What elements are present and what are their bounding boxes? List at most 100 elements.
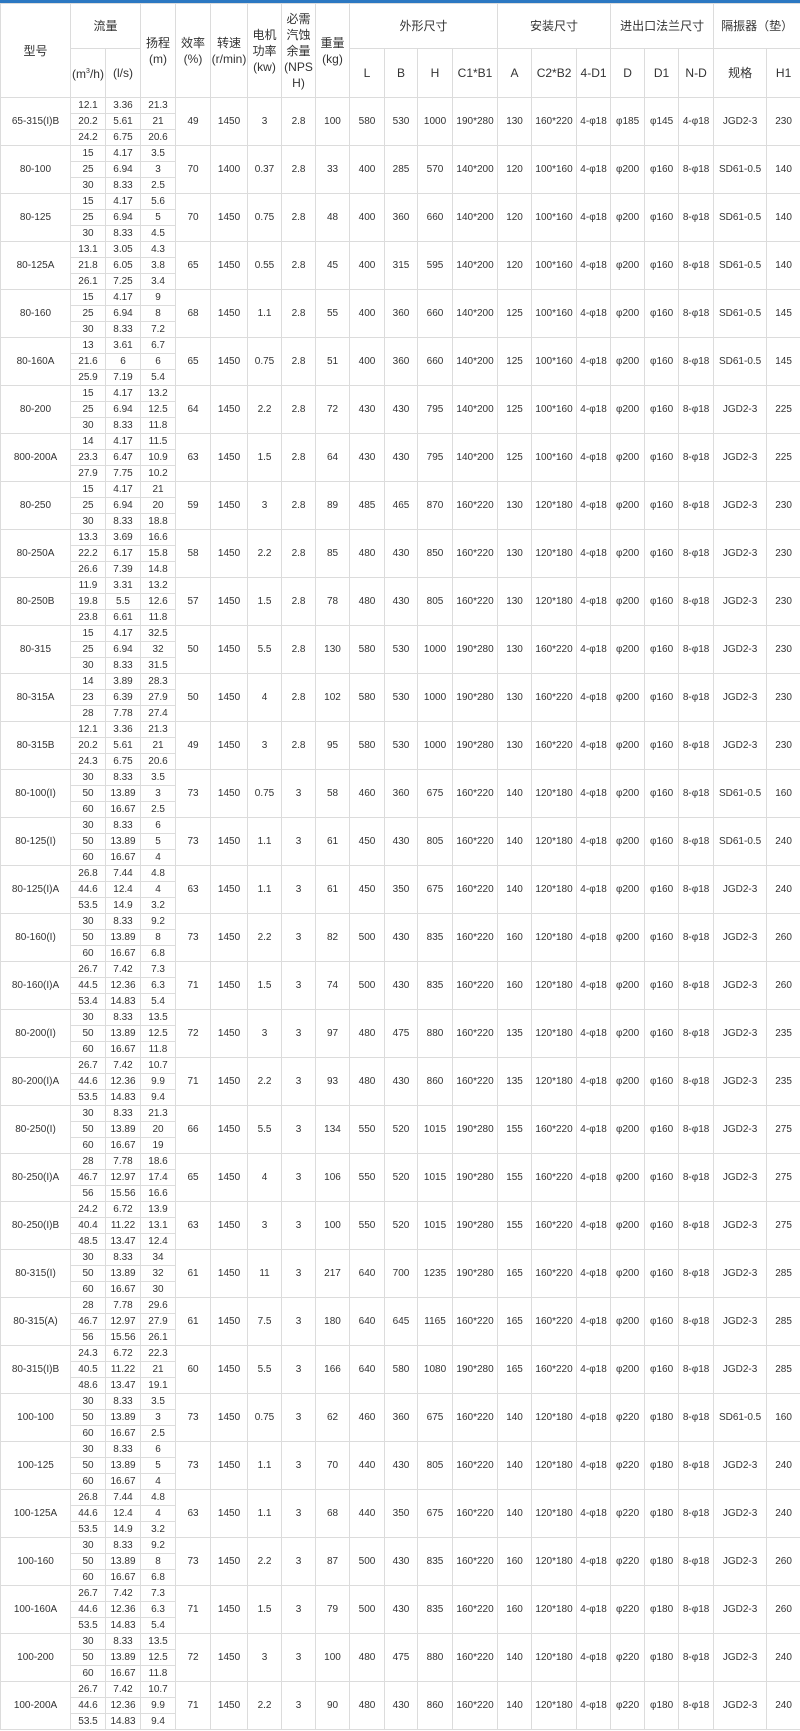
flow-ls-cell: 16.67 <box>104 801 142 818</box>
head-cell: 12.4 <box>140 1233 177 1250</box>
spec-cell: 120*180 <box>531 865 578 914</box>
spec-cell: 70 <box>175 145 212 194</box>
flow-ls-cell: 13.89 <box>104 1457 142 1474</box>
col-install: 安装尺寸 <box>497 3 612 49</box>
model-cell: 80-250(I)B <box>0 1201 71 1250</box>
spec-cell: 260 <box>766 1537 800 1586</box>
flow-ls-cell: 3.05 <box>104 241 142 258</box>
col-sub-header: D1 <box>644 48 680 98</box>
spec-cell: 3 <box>281 1537 317 1586</box>
flow-ls-cell: 14.83 <box>104 993 142 1010</box>
flow-ls-cell: 3.36 <box>104 721 142 738</box>
flow-ls-cell: 7.19 <box>104 369 142 386</box>
flow-ls-cell: 13.89 <box>104 785 142 802</box>
spec-cell: 3 <box>247 1201 283 1250</box>
flow-m3h-cell: 15 <box>70 625 106 642</box>
spec-cell: 235 <box>766 1057 800 1106</box>
flow-m3h-cell: 44.6 <box>70 1697 106 1714</box>
spec-cell: 1015 <box>417 1201 454 1250</box>
spec-cell: 87 <box>315 1537 351 1586</box>
spec-cell: 3 <box>281 1681 317 1730</box>
spec-cell: 145 <box>766 337 800 386</box>
spec-cell: 140*200 <box>452 193 499 242</box>
spec-cell: 125 <box>497 289 533 338</box>
spec-cell: 5.5 <box>247 1345 283 1394</box>
spec-cell: 530 <box>384 673 419 722</box>
spec-cell: 235 <box>766 1009 800 1058</box>
spec-cell: 140*200 <box>452 145 499 194</box>
flow-ls-cell: 13.89 <box>104 929 142 946</box>
model-cell: 80-160(I) <box>0 913 71 962</box>
spec-cell: φ200 <box>610 865 646 914</box>
table-row: 25 6.94 5 <box>1 209 800 226</box>
spec-cell: 140*200 <box>452 289 499 338</box>
col-outline: 外形尺寸 <box>349 3 499 49</box>
spec-cell: 1450 <box>210 385 249 434</box>
spec-cell: 4-φ18 <box>678 97 715 146</box>
spec-cell: 160*220 <box>452 577 499 626</box>
flow-m3h-cell: 60 <box>70 1425 106 1442</box>
flow-m3h-cell: 26.7 <box>70 1585 106 1602</box>
spec-cell: 120*180 <box>531 1537 578 1586</box>
table-row: 100-160A 26.7 7.42 7.3 71 1450 1.5 3 79 500 430 835… <box>0 1585 800 1634</box>
head-cell: 5.4 <box>140 1617 177 1634</box>
spec-cell: 8-φ18 <box>678 721 715 770</box>
spec-cell: 8-φ18 <box>678 913 715 962</box>
flow-m3h-cell: 26.8 <box>70 1489 106 1506</box>
flow-m3h-cell: 15 <box>70 385 106 402</box>
spec-cell: 285 <box>766 1249 800 1298</box>
spec-cell: φ160 <box>644 625 680 674</box>
flow-m3h-cell: 53.5 <box>70 1713 106 1730</box>
head-cell: 21.3 <box>140 721 177 738</box>
spec-cell: 1450 <box>210 1057 249 1106</box>
model-cell: 80-160(I)A <box>0 961 71 1010</box>
head-cell: 3.2 <box>140 897 177 914</box>
head-cell: 32 <box>140 1265 177 1282</box>
spec-cell: JGD2-3 <box>713 1105 768 1154</box>
spec-cell: 1450 <box>210 1009 249 1058</box>
spec-cell: 120*180 <box>531 1633 578 1682</box>
spec-cell: 130 <box>497 481 533 530</box>
head-cell: 12.5 <box>140 401 177 418</box>
spec-cell: 160*220 <box>452 1633 499 1682</box>
spec-cell: JGD2-3 <box>713 1345 768 1394</box>
spec-cell: φ160 <box>644 1201 680 1250</box>
table-row: 48.6 13.47 19.1 <box>1 1377 800 1394</box>
spec-cell: 160*220 <box>452 1057 499 1106</box>
spec-cell: 4-φ18 <box>576 1393 612 1442</box>
spec-cell: 4-φ18 <box>576 1201 612 1250</box>
spec-cell: 430 <box>384 961 419 1010</box>
head-cell: 3.8 <box>140 257 177 274</box>
head-cell: 11.8 <box>140 609 177 626</box>
spec-cell: φ200 <box>610 145 646 194</box>
spec-cell: 2.8 <box>281 673 317 722</box>
model-cell: 80-125(I)A <box>0 865 71 914</box>
top-accent-bar <box>0 0 800 3</box>
spec-cell: 165 <box>497 1297 533 1346</box>
spec-cell: 3 <box>281 961 317 1010</box>
spec-cell: 500 <box>349 961 386 1010</box>
spec-cell: 140 <box>497 769 533 818</box>
spec-cell: 2.8 <box>281 385 317 434</box>
spec-cell: φ160 <box>644 1345 680 1394</box>
table-row: 100-160 30 8.33 9.2 73 1450 2.2 3 87 500 430 835 160… <box>0 1537 800 1586</box>
table-row: 80-315(A) 28 7.78 29.6 61 1450 7.5 3 180 640 645 11… <box>0 1297 800 1346</box>
spec-cell: 160*220 <box>531 673 578 722</box>
spec-cell: 0.55 <box>247 241 283 290</box>
spec-cell: 72 <box>175 1009 212 1058</box>
spec-cell: 8-φ18 <box>678 1681 715 1730</box>
spec-cell: 2.8 <box>281 577 317 626</box>
spec-cell: 260 <box>766 961 800 1010</box>
spec-cell: 4-φ18 <box>576 913 612 962</box>
spec-cell: 1450 <box>210 1201 249 1250</box>
head-cell: 7.3 <box>140 1585 177 1602</box>
spec-cell: 8-φ18 <box>678 865 715 914</box>
table-row: 44.6 12.36 9.9 <box>1 1697 800 1714</box>
spec-cell: φ200 <box>610 1249 646 1298</box>
spec-cell: 120 <box>497 193 533 242</box>
spec-cell: 1.1 <box>247 865 283 914</box>
spec-cell: 71 <box>175 1585 212 1634</box>
spec-cell: SD61-0.5 <box>713 1393 768 1442</box>
flow-ls-cell: 5.61 <box>104 737 142 754</box>
flow-ls-cell: 4.17 <box>104 289 142 306</box>
